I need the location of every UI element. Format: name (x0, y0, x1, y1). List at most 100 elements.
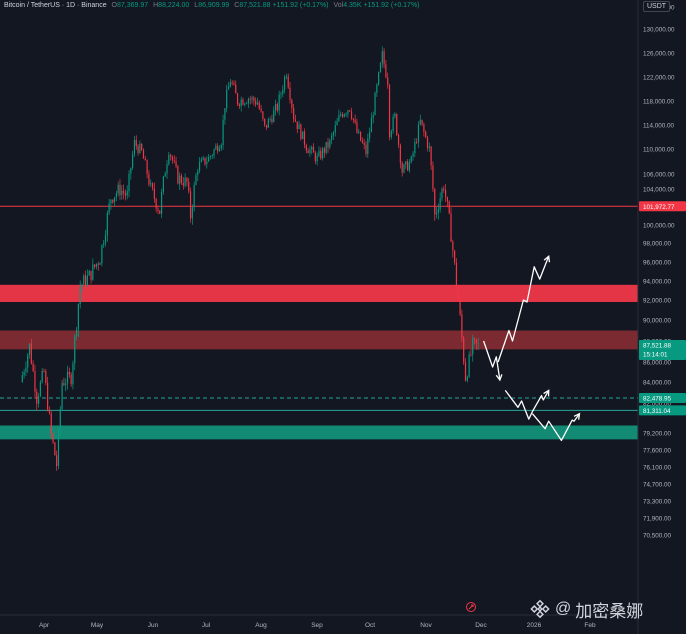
candle[interactable] (79, 280, 81, 309)
candle[interactable] (211, 154, 213, 160)
candle[interactable] (287, 73, 289, 89)
candle[interactable] (231, 80, 233, 86)
candle[interactable] (455, 258, 458, 291)
projection-path[interactable] (504, 390, 550, 420)
candle[interactable] (256, 97, 259, 106)
candle[interactable] (468, 351, 470, 378)
candle[interactable] (457, 284, 459, 301)
candle[interactable] (63, 377, 65, 387)
candle[interactable] (361, 137, 363, 144)
candle[interactable] (267, 117, 269, 128)
candle[interactable] (77, 303, 79, 338)
candle[interactable] (45, 368, 47, 386)
candle[interactable] (278, 90, 280, 116)
candle[interactable] (72, 360, 74, 390)
candle[interactable] (314, 150, 316, 165)
candle[interactable] (23, 368, 25, 379)
candle[interactable] (302, 131, 304, 140)
candle[interactable] (296, 121, 298, 134)
candle[interactable] (144, 155, 146, 161)
candle[interactable] (472, 334, 474, 362)
candle[interactable] (99, 262, 101, 265)
candle[interactable] (34, 364, 36, 399)
candle[interactable] (448, 200, 450, 215)
candle[interactable] (464, 357, 467, 382)
candle[interactable] (41, 367, 43, 384)
candle[interactable] (65, 378, 67, 392)
candle[interactable] (117, 181, 119, 197)
candle[interactable] (90, 270, 92, 284)
candle[interactable] (238, 102, 240, 109)
candle[interactable] (327, 137, 329, 153)
candle[interactable] (390, 129, 392, 140)
candle[interactable] (159, 210, 161, 215)
candle[interactable] (432, 161, 434, 192)
candle[interactable] (164, 171, 166, 177)
candle[interactable] (470, 349, 472, 357)
candle[interactable] (334, 120, 336, 137)
candle[interactable] (463, 335, 465, 365)
candle[interactable] (370, 112, 373, 133)
candle[interactable] (372, 111, 374, 124)
candle[interactable] (325, 142, 327, 155)
candle[interactable] (101, 244, 103, 267)
candle[interactable] (459, 296, 461, 317)
candle[interactable] (392, 113, 394, 134)
candle[interactable] (446, 196, 449, 208)
candle[interactable] (141, 143, 143, 152)
candle[interactable] (271, 114, 273, 125)
candle[interactable] (443, 185, 445, 193)
candle[interactable] (191, 204, 193, 225)
candle[interactable] (56, 450, 58, 471)
candle[interactable] (198, 157, 201, 174)
candle[interactable] (112, 199, 114, 204)
candle[interactable] (307, 147, 309, 154)
candle[interactable] (186, 177, 188, 187)
candle[interactable] (365, 141, 367, 158)
candle[interactable] (421, 119, 423, 127)
candle[interactable] (97, 261, 99, 271)
candle[interactable] (235, 80, 237, 94)
candle[interactable] (157, 205, 159, 215)
candle[interactable] (188, 178, 190, 194)
candle[interactable] (475, 338, 477, 350)
candle[interactable] (289, 82, 291, 104)
candle[interactable] (92, 258, 94, 281)
candle[interactable] (206, 156, 208, 169)
candle[interactable] (338, 109, 340, 122)
candle[interactable] (283, 74, 286, 94)
candle[interactable] (405, 160, 407, 169)
candle[interactable] (358, 128, 360, 135)
projection-path[interactable] (482, 340, 501, 381)
candle[interactable] (52, 432, 54, 444)
candle[interactable] (280, 91, 282, 100)
candle[interactable] (27, 352, 29, 373)
candle[interactable] (197, 168, 199, 181)
candle[interactable] (48, 406, 51, 415)
candle[interactable] (363, 138, 365, 150)
candle[interactable] (452, 239, 454, 258)
candle[interactable] (396, 113, 398, 136)
candle[interactable] (340, 111, 342, 118)
candle[interactable] (294, 114, 297, 123)
candle[interactable] (441, 187, 443, 202)
candle[interactable] (189, 187, 192, 223)
candle[interactable] (37, 393, 40, 408)
candle[interactable] (367, 133, 369, 158)
candle[interactable] (153, 182, 155, 203)
candle[interactable] (95, 263, 98, 270)
candle[interactable] (303, 128, 306, 149)
candle[interactable] (209, 155, 212, 160)
candle[interactable] (300, 123, 302, 141)
candle[interactable] (379, 61, 382, 73)
candle[interactable] (336, 117, 338, 126)
candle[interactable] (293, 103, 295, 123)
candle[interactable] (298, 120, 300, 130)
candle[interactable] (36, 388, 38, 411)
candle[interactable] (217, 143, 219, 154)
candle[interactable] (276, 102, 278, 113)
candle[interactable] (399, 143, 401, 169)
time-axis[interactable]: Apr May Jun Jul Aug Sep Oct Nov Dec 2026 Feb (39, 622, 596, 629)
candle[interactable] (247, 97, 250, 109)
